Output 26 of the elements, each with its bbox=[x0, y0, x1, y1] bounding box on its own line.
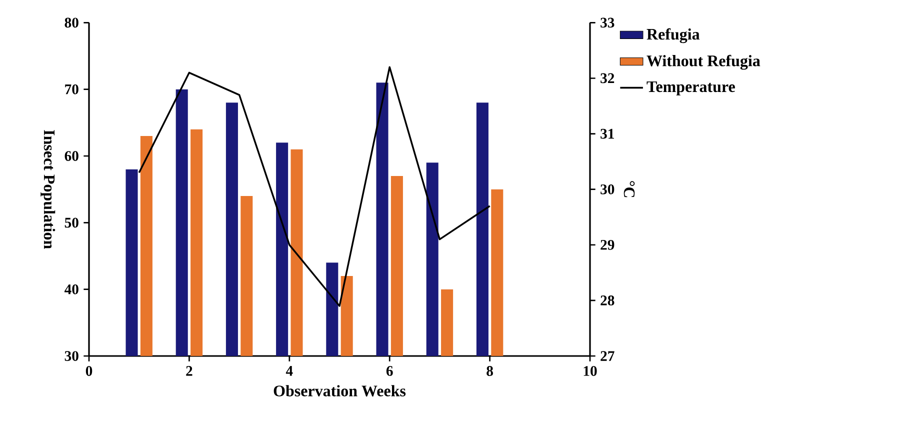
y-tick-label: 40 bbox=[64, 284, 78, 294]
x-axis-title: Observation Weeks bbox=[274, 385, 406, 396]
y-tick-label: 30 bbox=[64, 351, 78, 361]
y-tick-label: 50 bbox=[64, 218, 78, 228]
x-tick-label: 0 bbox=[86, 366, 92, 376]
y-axis-title: Insect Population bbox=[40, 130, 56, 249]
y2-tick-label: 33 bbox=[600, 18, 614, 28]
x-tick-label: 6 bbox=[386, 366, 393, 376]
legend-label: Refugia bbox=[646, 28, 700, 44]
y2-tick-label: 32 bbox=[600, 73, 614, 84]
x-tick-label: 10 bbox=[584, 366, 597, 376]
y-tick-label: 60 bbox=[64, 151, 78, 161]
x-tick-label: 8 bbox=[486, 366, 493, 376]
y2-axis-title: °C bbox=[624, 181, 635, 198]
y-tick-label: 80 bbox=[64, 18, 78, 28]
legend-label: Without Refugia bbox=[646, 54, 760, 70]
y2-tick-label: 29 bbox=[600, 240, 614, 250]
y2-tick-label: 28 bbox=[600, 296, 614, 306]
y-tick-label: 70 bbox=[65, 84, 78, 94]
line-series bbox=[138, 66, 491, 307]
y2-tick-label: 27 bbox=[600, 351, 614, 361]
x-tick-label: 2 bbox=[186, 366, 192, 376]
y2-tick-label: 30 bbox=[600, 184, 614, 194]
legend-label: Temperature bbox=[646, 81, 735, 96]
x-tick-label: 4 bbox=[286, 366, 293, 376]
y2-tick-label: 31 bbox=[600, 128, 614, 139]
